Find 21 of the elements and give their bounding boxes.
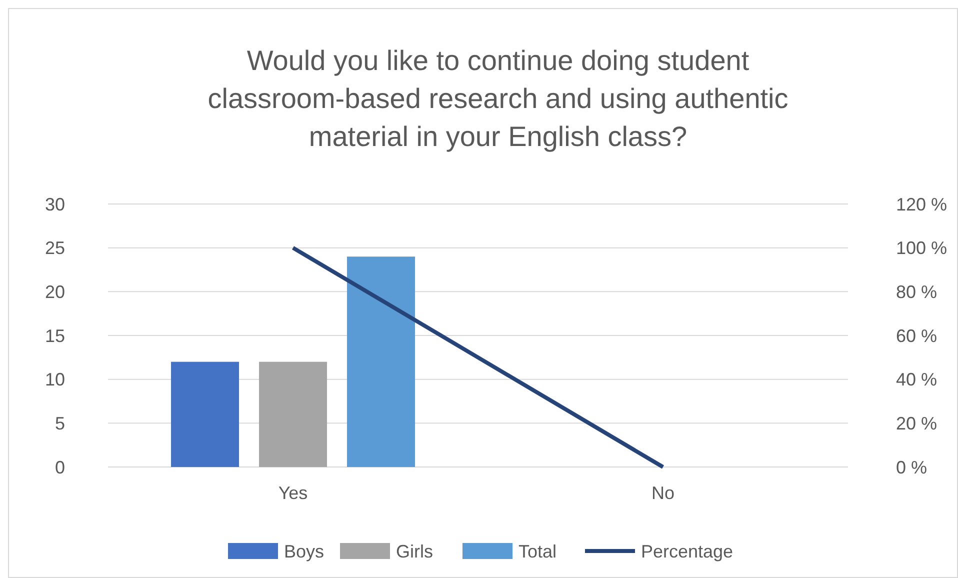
y2-tick-label: 20 % xyxy=(896,413,938,434)
legend-label: Total xyxy=(518,541,557,562)
y2-tick-label: 120 % xyxy=(896,194,948,214)
x-tick-label: No xyxy=(651,483,675,503)
legend-label: Girls xyxy=(396,541,433,562)
y-tick-label: 15 xyxy=(44,326,65,346)
y2-tick-label: 100 % xyxy=(896,238,948,258)
y-tick-label: 25 xyxy=(44,238,65,258)
y-tick-label: 30 xyxy=(44,194,65,214)
legend-label: Percentage xyxy=(641,541,734,562)
y2-tick-label: 80 % xyxy=(896,282,938,302)
legend-label: Boys xyxy=(284,541,324,562)
y-tick-label: 0 xyxy=(54,457,65,478)
x-tick-label: Yes xyxy=(278,483,308,503)
y-tick-label: 20 xyxy=(44,282,65,302)
y2-tick-label: 60 % xyxy=(896,326,938,346)
y-tick-label: 5 xyxy=(54,413,65,434)
y2-tick-label: 40 % xyxy=(896,370,938,390)
chart-title: Would you like to continue doing student classroom-based research and using authentic material in your English class? xyxy=(208,45,788,152)
y-tick-label: 10 xyxy=(44,370,65,390)
y2-tick-label: 0 % xyxy=(896,457,928,478)
